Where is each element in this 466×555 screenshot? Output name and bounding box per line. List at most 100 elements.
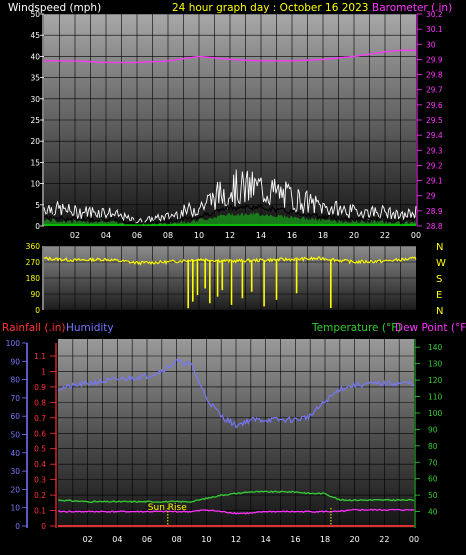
humidity-tick-30: 30: [10, 467, 20, 476]
time-tick-12: 12: [225, 231, 235, 240]
wind-panel-marks: [43, 49, 417, 228]
windspeed-tick-15: 15: [30, 158, 40, 167]
direction-panel-grid: [44, 245, 416, 311]
rain-tick-1: 1: [41, 367, 46, 376]
humidity-panel-time-axis: 02 04 06 08 10 12 14 16 18 20 22 00: [83, 535, 420, 544]
sunrise-label: Sun Rise: [148, 503, 187, 513]
humidity-tick-80: 80: [10, 376, 20, 385]
bottom-time-tick-12: 12: [231, 535, 241, 544]
barometer-tick-29.5: 29.5: [426, 116, 443, 125]
humidity-panel-grid: [58, 339, 414, 528]
temperature-tick-100: 100: [428, 409, 443, 418]
bottom-time-tick-08: 08: [172, 535, 182, 544]
temperature-tick-50: 50: [428, 491, 438, 500]
rain-tick-0.4: 0.4: [34, 460, 46, 469]
wind-green-area: [44, 212, 416, 226]
temperature-tick-40: 40: [428, 508, 438, 517]
windspeed-tick-50: 50: [30, 10, 40, 19]
bottom-time-tick-22: 22: [379, 535, 389, 544]
time-tick-22: 22: [380, 231, 390, 240]
bottom-time-tick-14: 14: [261, 535, 271, 544]
barometer-tick-29.6: 29.6: [426, 101, 443, 110]
direction-tick-0: 0: [35, 306, 40, 315]
windspeed-gust-line: [43, 169, 417, 224]
barometer-tick-28.9: 28.9: [426, 207, 443, 216]
temperature-tick-90: 90: [428, 425, 438, 434]
barometer-line: [44, 49, 416, 64]
barometer-tick-29.1: 29.1: [426, 177, 443, 186]
compass-s-2: S: [436, 274, 442, 285]
barometer-tick-29.8: 29.8: [426, 71, 443, 80]
barometer-tick-29.4: 29.4: [426, 131, 443, 140]
barometer-axis: 28.8 28.9 29 29.1 29.2 29.3 29.4 29.5 29.6 29.7 29…: [416, 10, 443, 231]
windspeed-tick-25: 25: [30, 116, 40, 125]
temperature-tick-120: 120: [428, 376, 443, 385]
windspeed-tick-5: 5: [35, 201, 40, 210]
compass-n-0: N: [436, 242, 443, 253]
bottom-time-tick-06: 06: [142, 535, 152, 544]
dewpoint-line: [57, 508, 415, 515]
rain-tick-0.9: 0.9: [34, 383, 46, 392]
time-tick-18: 18: [318, 231, 328, 240]
compass-e-3: E: [436, 290, 442, 301]
temperature-label: Temperature (°F): [311, 322, 401, 334]
bottom-time-tick-10: 10: [201, 535, 211, 544]
barometer-tick-30.1: 30.1: [426, 25, 443, 34]
wind-direction-line: [43, 256, 417, 266]
humidity-tick-100: 100: [6, 339, 21, 348]
humidity-tick-10: 10: [10, 504, 20, 513]
time-tick-00: 00: [411, 231, 421, 240]
barometer-tick-29.2: 29.2: [426, 161, 443, 170]
time-tick-10: 10: [194, 231, 204, 240]
rainfall-label: Rainfall (.in): [2, 322, 65, 334]
humidity-tick-50: 50: [10, 431, 20, 440]
dewpoint-label: Dew Point (°F): [395, 322, 466, 334]
barometer-tick-30: 30: [426, 40, 436, 49]
rain-tick-1.1: 1.1: [34, 352, 46, 361]
time-tick-02: 02: [70, 231, 80, 240]
bottom-time-tick-02: 02: [83, 535, 93, 544]
barometer-tick-29.9: 29.9: [426, 55, 443, 64]
temperature-tick-60: 60: [428, 475, 438, 484]
graph-title: 24 hour graph day : October 16 2023: [172, 2, 368, 14]
temperature-axis: 40 50 60 70 80 90 100 110 120 130 140: [414, 339, 443, 528]
time-tick-06: 06: [132, 231, 142, 240]
windspeed-tick-45: 45: [30, 31, 40, 40]
windspeed-tick-30: 30: [30, 95, 40, 104]
direction-tick-270: 270: [26, 258, 41, 267]
windspeed-average-line: [43, 203, 417, 228]
compass-w-1: W: [436, 258, 446, 269]
humidity-axis: 0 10 20 30 40 50 60 70 80 90 100: [6, 339, 28, 531]
barometer-tick-29: 29: [426, 192, 436, 201]
temperature-tick-140: 140: [428, 343, 443, 352]
humidity-line: [57, 358, 415, 429]
rain-tick-0.3: 0.3: [34, 476, 46, 485]
bottom-time-tick-04: 04: [112, 535, 122, 544]
direction-tick-360: 360: [26, 242, 41, 251]
windspeed-tick-40: 40: [30, 52, 40, 61]
bottom-time-tick-16: 16: [290, 535, 300, 544]
barometer-tick-30.2: 30.2: [426, 10, 443, 19]
windspeed-tick-0: 0: [35, 222, 40, 231]
time-tick-20: 20: [349, 231, 359, 240]
rain-tick-0: 0: [41, 522, 46, 531]
bottom-time-tick-20: 20: [350, 535, 360, 544]
rain-tick-0.8: 0.8: [34, 398, 46, 407]
barometer-tick-29.3: 29.3: [426, 146, 443, 155]
wind-panel-time-axis: 02 04 06 08 10 12 14 16 18 20 22 00: [70, 231, 421, 240]
time-tick-08: 08: [163, 231, 173, 240]
windspeed-tick-20: 20: [30, 137, 40, 146]
temperature-tick-80: 80: [428, 442, 438, 451]
windspeed-tick-10: 10: [30, 180, 40, 189]
windspeed-axis: 0 5 10 15 20 25 30 35 40 45 50: [30, 10, 44, 231]
compass-n-4: N: [436, 306, 443, 317]
temperature-tick-110: 110: [428, 393, 443, 402]
rain-tick-0.2: 0.2: [34, 491, 46, 500]
time-tick-14: 14: [256, 231, 266, 240]
temperature-line: [57, 490, 415, 504]
windspeed-tick-35: 35: [30, 74, 40, 83]
rain-tick-0.6: 0.6: [34, 429, 46, 438]
barometer-label: Barometer (.in): [372, 2, 452, 14]
